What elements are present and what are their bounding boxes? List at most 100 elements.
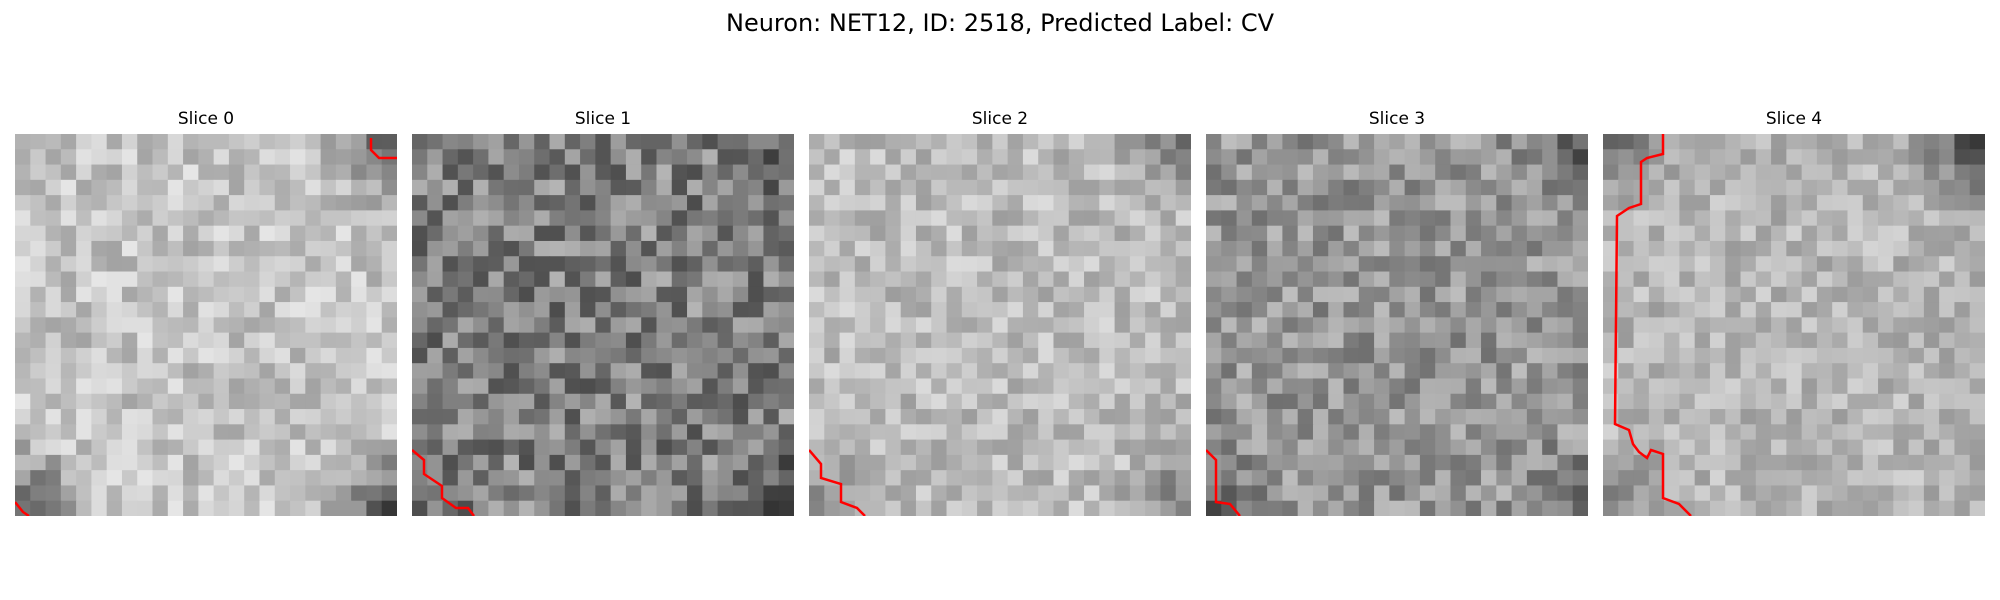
pixel	[748, 424, 765, 441]
pixel	[1450, 256, 1467, 273]
pixel	[1725, 195, 1742, 211]
pixel	[1648, 332, 1665, 349]
pixel	[1374, 317, 1390, 334]
pixel	[1557, 317, 1574, 334]
pixel	[1572, 378, 1588, 395]
pixel	[1618, 164, 1635, 181]
pixel	[778, 149, 794, 166]
pixel	[1939, 500, 1956, 516]
pixel	[76, 439, 92, 456]
pixel	[76, 409, 92, 425]
pixel	[274, 164, 291, 181]
pixel	[1969, 347, 1985, 364]
pixel	[778, 363, 794, 380]
pixel	[1908, 256, 1925, 273]
pixel	[1084, 378, 1100, 395]
pixel	[244, 271, 261, 288]
pixel	[610, 393, 627, 410]
pixel	[671, 256, 688, 273]
pixel	[183, 164, 199, 181]
pixel	[748, 179, 765, 196]
pixel	[961, 332, 978, 349]
pixel	[1419, 164, 1436, 181]
pixel	[1206, 225, 1222, 242]
pixel	[1465, 332, 1482, 349]
pixel	[961, 378, 978, 395]
pixel	[1129, 302, 1146, 318]
pixel	[1816, 240, 1833, 257]
pixel	[1816, 286, 1833, 303]
pixel	[1557, 286, 1574, 303]
pixel	[137, 500, 154, 516]
pixel	[1847, 363, 1864, 380]
pixel	[518, 164, 535, 181]
pixel	[167, 179, 184, 196]
pixel	[244, 240, 261, 257]
pixel	[274, 332, 291, 349]
pixel	[366, 210, 383, 227]
pixel	[1679, 439, 1696, 456]
pixel	[60, 240, 77, 257]
pixel	[839, 225, 856, 242]
pixel	[580, 409, 596, 425]
pixel	[1908, 470, 1925, 487]
pixel	[1633, 271, 1650, 288]
pixel	[351, 500, 368, 516]
pixel	[1862, 164, 1879, 181]
pixel	[320, 302, 337, 318]
pixel	[381, 347, 397, 364]
pixel	[1007, 500, 1024, 516]
pixel	[1755, 149, 1772, 166]
pixel	[213, 256, 230, 273]
pixel	[687, 286, 703, 303]
pixel	[1771, 225, 1787, 242]
pixel	[1969, 134, 1985, 150]
pixel	[1755, 424, 1772, 441]
pixel	[335, 256, 352, 273]
pixel	[60, 164, 77, 181]
pixel	[1068, 149, 1085, 166]
pixel	[473, 485, 489, 502]
pixel	[1542, 409, 1559, 425]
pixel	[381, 240, 397, 257]
pixel	[228, 256, 245, 273]
pixel	[1267, 500, 1283, 516]
pixel	[1755, 500, 1772, 516]
pixel	[30, 286, 47, 303]
pixel	[1358, 164, 1375, 181]
pixel	[305, 302, 322, 318]
pixel	[1236, 485, 1253, 502]
pixel	[1007, 317, 1024, 334]
pixel	[412, 240, 428, 257]
pixel	[366, 485, 383, 502]
pixel	[870, 317, 886, 334]
pixel	[1939, 439, 1956, 456]
pixel	[1251, 134, 1268, 150]
pixel	[198, 485, 215, 502]
pixel	[76, 134, 92, 150]
pixel	[1221, 256, 1238, 273]
pixel	[839, 393, 856, 410]
pixel	[1862, 409, 1879, 425]
pixel	[1496, 500, 1513, 516]
pixel	[381, 363, 397, 380]
pixel	[1832, 393, 1849, 410]
pixel	[1251, 164, 1268, 181]
pixel	[1954, 500, 1971, 516]
pixel	[167, 378, 184, 395]
pixel	[1664, 470, 1680, 487]
pixel	[152, 485, 169, 502]
pixel	[1725, 210, 1742, 227]
pixel	[992, 240, 1009, 257]
pixel	[1435, 302, 1452, 318]
pixel	[549, 317, 566, 334]
pixel	[183, 179, 199, 196]
pixel	[778, 164, 794, 181]
pixel	[1878, 317, 1894, 334]
pixel	[915, 225, 932, 242]
pixel	[1160, 470, 1177, 487]
pixel	[717, 195, 734, 211]
pixel	[137, 470, 154, 487]
pixel	[518, 485, 535, 502]
pixel	[824, 317, 841, 334]
